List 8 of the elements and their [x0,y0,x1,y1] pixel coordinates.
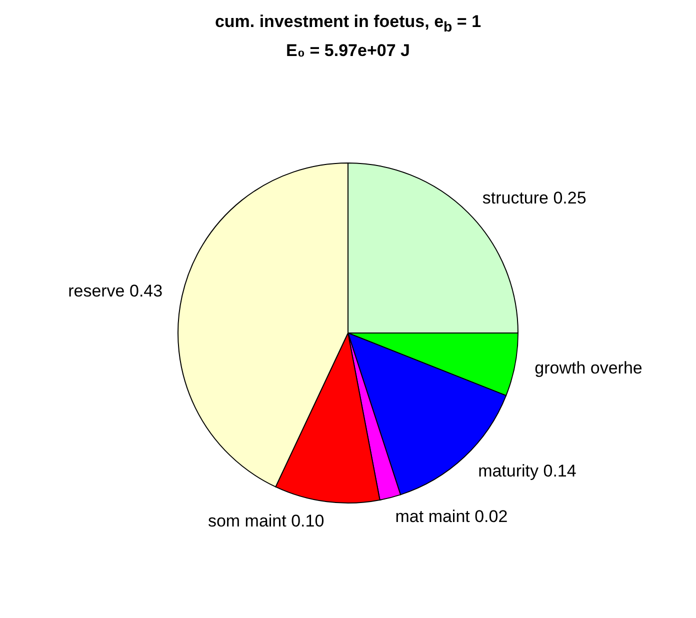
slice-label: maturity 0.14 [478,462,576,481]
slice-label: growth overhe [534,358,642,378]
slice-label: mat maint 0.02 [395,507,508,526]
chart-subtitle: E₀ = 5.97e+07 J [285,40,411,62]
slice-label: reserve 0.43 [68,282,163,301]
slice-label: structure 0.25 [482,189,586,208]
slice-label: som maint 0.10 [208,512,324,531]
chart-title: cum. investment in foetus, e$_{b}$ = 1 [214,11,482,38]
